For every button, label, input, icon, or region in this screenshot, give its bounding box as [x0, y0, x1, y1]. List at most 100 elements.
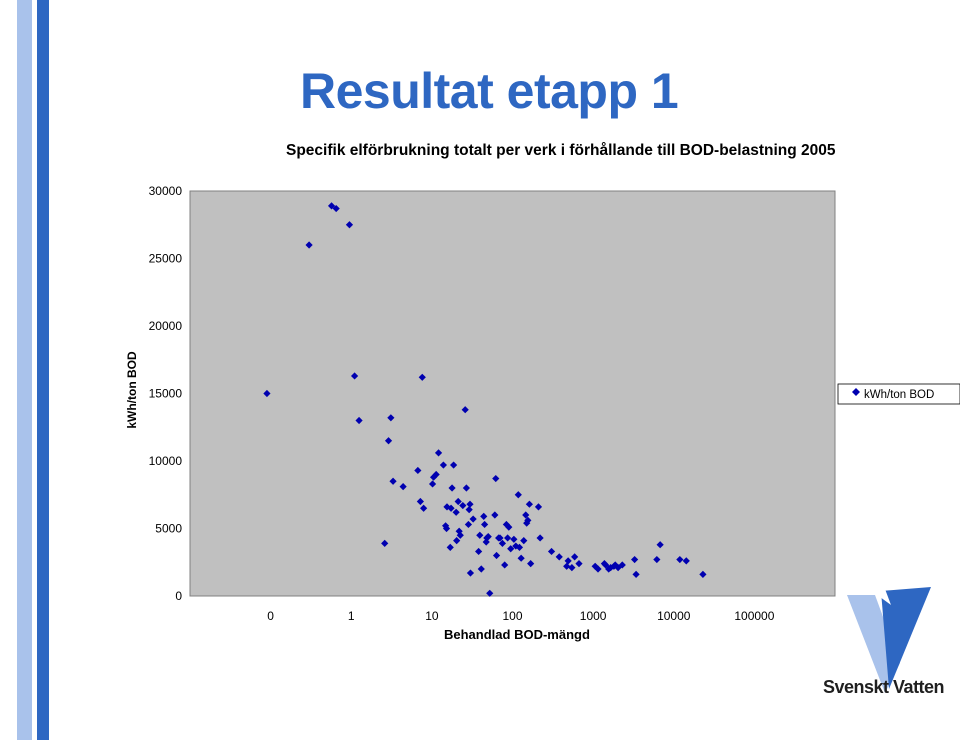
- data-point: [631, 555, 639, 564]
- x-tick-label: 1: [348, 609, 355, 623]
- data-point: [525, 500, 533, 508]
- data-point: [614, 564, 622, 572]
- data-point: [455, 527, 463, 535]
- data-point: [466, 500, 474, 508]
- data-point: [476, 531, 484, 539]
- left-stripe-dark-blue: [37, 0, 49, 740]
- data-point: [512, 542, 520, 550]
- left-stripe-gap: [32, 0, 37, 740]
- data-point: [446, 543, 454, 551]
- logo-text: Svenskt Vatten: [823, 677, 945, 697]
- data-point: [486, 589, 494, 597]
- data-point: [469, 515, 477, 523]
- data-point: [459, 501, 467, 510]
- data-point: [420, 504, 428, 512]
- data-point: [510, 535, 518, 543]
- data-point: [327, 202, 336, 210]
- data-point: [524, 516, 532, 524]
- data-point: [534, 503, 543, 511]
- data-point: [447, 504, 455, 512]
- data-point: [517, 554, 525, 562]
- data-point: [591, 562, 599, 570]
- data-point: [481, 520, 489, 529]
- data-point: [442, 522, 450, 530]
- data-point: [450, 461, 458, 469]
- x-tick-label: 10: [425, 609, 439, 623]
- y-tick-label: 5000: [155, 522, 182, 536]
- data-point: [571, 553, 579, 561]
- data-point: [484, 533, 492, 541]
- data-point: [350, 372, 359, 380]
- data-point: [496, 534, 504, 542]
- data-point: [491, 511, 499, 519]
- data-point: [418, 373, 426, 381]
- data-point: [429, 473, 438, 481]
- data-point: [607, 564, 615, 572]
- y-axis-ticks: 0 5000 10000 15000 20000 25000 30000: [149, 184, 183, 603]
- data-point: [547, 547, 556, 556]
- x-tick-label: 0: [267, 609, 274, 623]
- data-point: [618, 561, 626, 569]
- data-point: [564, 557, 572, 565]
- y-tick-label: 15000: [149, 387, 183, 401]
- data-point: [387, 414, 395, 422]
- x-axis-title: Behandlad BOD-mängd: [444, 627, 590, 642]
- data-point: [536, 534, 544, 542]
- data-point: [345, 221, 354, 229]
- chart-title: Specifik elförbrukning totalt per verk i…: [286, 142, 836, 159]
- data-point: [462, 484, 470, 492]
- data-point: [653, 555, 661, 564]
- data-point: [480, 512, 488, 520]
- data-point: [475, 547, 483, 556]
- y-tick-label: 0: [175, 589, 182, 603]
- data-point: [527, 560, 535, 568]
- data-point: [456, 531, 464, 539]
- data-point: [263, 389, 271, 398]
- data-point: [454, 497, 462, 506]
- data-point: [389, 477, 397, 485]
- plot-area: [189, 190, 836, 597]
- data-point: [453, 537, 461, 545]
- x-tick-label: 100000: [734, 609, 774, 623]
- data-point: [332, 204, 340, 213]
- svenskt-vatten-logo: [847, 587, 931, 693]
- data-point: [414, 466, 422, 475]
- data-point: [432, 470, 440, 479]
- left-stripe-light-blue: [17, 0, 32, 740]
- data-point: [498, 539, 507, 547]
- data-point: [305, 241, 313, 249]
- data-point: [434, 449, 443, 457]
- data-point: [656, 541, 664, 549]
- left-stripe-white: [0, 0, 17, 740]
- data-point: [428, 480, 437, 488]
- data-points: [263, 202, 707, 597]
- data-point: [477, 565, 485, 573]
- legend-label: kWh/ton BOD: [864, 389, 934, 401]
- y-tick-label: 10000: [149, 454, 183, 468]
- legend: kWh/ton BOD: [837, 383, 960, 405]
- slide-title: Resultat etapp 1: [300, 63, 679, 119]
- data-point: [632, 570, 640, 578]
- data-point: [492, 474, 500, 483]
- data-point: [504, 534, 512, 542]
- data-point: [676, 555, 684, 564]
- data-point: [482, 538, 490, 546]
- legend-marker: [852, 388, 860, 396]
- data-point: [507, 545, 515, 553]
- data-point: [492, 551, 501, 560]
- data-point: [381, 539, 389, 547]
- data-point: [384, 437, 393, 445]
- data-point: [682, 557, 690, 565]
- data-point: [464, 520, 473, 529]
- data-point: [522, 511, 530, 519]
- y-tick-label: 20000: [149, 319, 183, 333]
- data-point: [452, 508, 460, 516]
- data-point: [465, 506, 473, 514]
- y-tick-label: 25000: [149, 252, 183, 266]
- data-point: [355, 416, 363, 425]
- data-point: [563, 562, 571, 570]
- data-point: [442, 524, 451, 533]
- legend-box: [837, 383, 960, 405]
- x-tick-label: 100: [502, 609, 522, 623]
- data-point: [555, 553, 563, 561]
